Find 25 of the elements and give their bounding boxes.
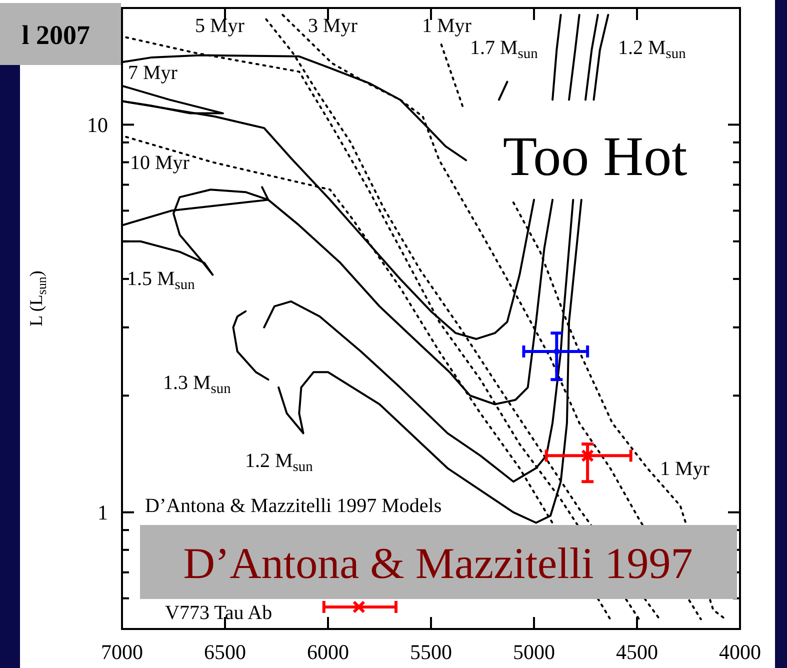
annotation: 1.7 M$_{sun}$ (470, 37, 538, 62)
annotation: 10 Myr (130, 152, 190, 174)
annotation: 1.5 M$_{sun}$ (127, 268, 195, 294)
y-tick-label: 10 (87, 113, 108, 138)
annotation: 5 Myr (195, 15, 245, 37)
annotation: 1.2 M$_{sun}$ (245, 450, 313, 476)
annotation: 1.2 M$_{sun}$ (618, 37, 686, 62)
x-tick-label: 4500 (616, 640, 658, 664)
annotation: 3 Myr (308, 15, 358, 37)
text: l 2007 (22, 20, 90, 50)
y-tick-label: 1 (98, 500, 108, 525)
annotation: 1.3 M$_{sun}$ (163, 372, 231, 398)
text: D’Antona & Mazzitelli 1997 (183, 539, 693, 588)
x-tick-label: 5000 (513, 640, 555, 664)
annotation: D’Antona & Mazzitelli 1997 Models (145, 495, 442, 517)
x-tick-label: 5500 (410, 640, 452, 664)
annotation: 1 Myr (422, 15, 472, 37)
annotation: V773 Tau Ab (165, 602, 272, 624)
x-tick-label: 4000 (719, 640, 761, 664)
annotation: 1 Myr (660, 458, 710, 480)
annotation: 7 Myr (128, 62, 178, 84)
annotation: Too Hot (502, 126, 688, 188)
x-tick-label: 6500 (204, 640, 246, 664)
x-tick-label: 6000 (307, 640, 349, 664)
x-tick-label: 7000 (101, 640, 143, 664)
